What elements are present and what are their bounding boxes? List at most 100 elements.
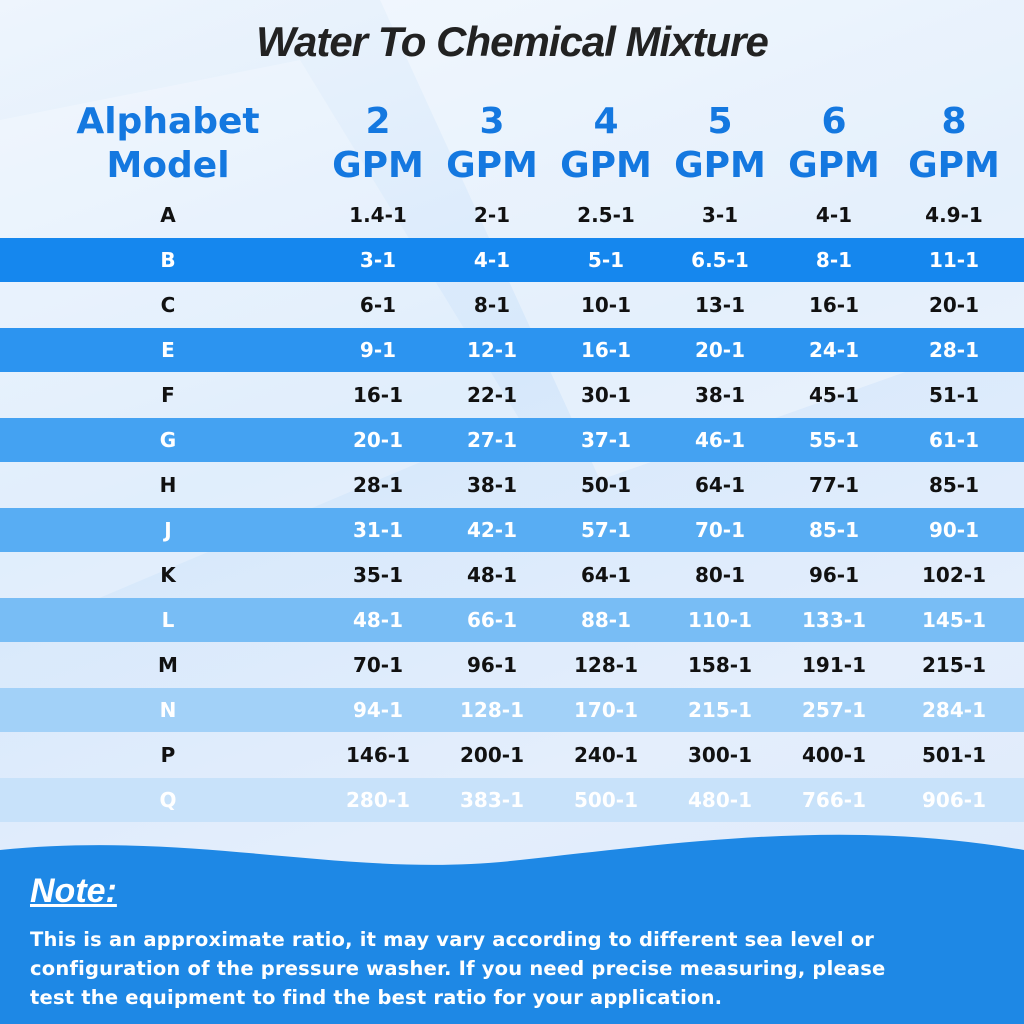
table-cell: 10-1	[580, 292, 632, 317]
row-label: P	[160, 742, 176, 767]
column-header: GPM	[332, 145, 424, 186]
table-cell: 16-1	[352, 382, 404, 407]
table-cell: 501-1	[922, 742, 986, 767]
table-cell: 110-1	[688, 607, 752, 632]
table-cell: 191-1	[802, 652, 866, 677]
table-cell: 16-1	[808, 292, 860, 317]
table-cell: 8-1	[473, 292, 511, 317]
table-cell: 70-1	[352, 652, 404, 677]
table-cell: 64-1	[694, 472, 746, 497]
row-label: E	[161, 337, 175, 362]
table-cell: 46-1	[694, 427, 746, 452]
note-text: This is an approximate ratio, it may var…	[30, 928, 875, 951]
note-title: Note:	[30, 872, 117, 910]
row-stripe	[0, 598, 1024, 642]
column-header: Model	[106, 145, 230, 186]
table-cell: 48-1	[466, 562, 518, 587]
note-text: configuration of the pressure washer. If…	[30, 957, 886, 980]
row-label: C	[160, 292, 176, 317]
table-cell: 37-1	[580, 427, 632, 452]
table-cell: 2.5-1	[577, 202, 635, 227]
table-cell: 240-1	[574, 742, 638, 767]
table-cell: 102-1	[922, 562, 986, 587]
row-stripe	[0, 418, 1024, 462]
table-cell: 30-1	[580, 382, 632, 407]
table-cell: 70-1	[694, 517, 746, 542]
table-cell: 300-1	[688, 742, 752, 767]
table-cell: 96-1	[466, 652, 518, 677]
table-cell: 35-1	[352, 562, 404, 587]
table-cell: 170-1	[574, 697, 638, 722]
row-label: B	[160, 247, 176, 272]
table-cell: 146-1	[346, 742, 410, 767]
table-cell: 766-1	[802, 787, 866, 812]
table-cell: 128-1	[460, 697, 524, 722]
table-cell: 24-1	[808, 337, 860, 362]
table-cell: 20-1	[928, 292, 980, 317]
title: Water To Chemical Mixture	[256, 18, 769, 65]
table-cell: 9-1	[359, 337, 397, 362]
table-cell: 16-1	[580, 337, 632, 362]
table-cell: 128-1	[574, 652, 638, 677]
table-cell: 906-1	[922, 787, 986, 812]
table-cell: 6.5-1	[691, 247, 749, 272]
table-cell: 50-1	[580, 472, 632, 497]
table-cell: 3-1	[701, 202, 739, 227]
table-cell: 215-1	[922, 652, 986, 677]
table-cell: 66-1	[466, 607, 518, 632]
table-cell: 500-1	[574, 787, 638, 812]
table-cell: 31-1	[352, 517, 404, 542]
row-label: G	[159, 427, 177, 452]
column-header: 8	[941, 101, 967, 142]
row-label: L	[161, 607, 175, 632]
table-cell: 55-1	[808, 427, 860, 452]
table-cell: 5-1	[587, 247, 625, 272]
table-cell: 48-1	[352, 607, 404, 632]
table-cell: 38-1	[466, 472, 518, 497]
column-header: 2	[365, 101, 391, 142]
table-cell: 27-1	[466, 427, 518, 452]
table-cell: 88-1	[580, 607, 632, 632]
table-cell: 11-1	[928, 247, 980, 272]
table-cell: 12-1	[466, 337, 518, 362]
table-cell: 2-1	[473, 202, 511, 227]
row-label: A	[160, 202, 176, 227]
column-header: GPM	[446, 145, 538, 186]
table-cell: 4-1	[473, 247, 511, 272]
table-cell: 94-1	[352, 697, 404, 722]
table-cell: 85-1	[928, 472, 980, 497]
table-cell: 45-1	[808, 382, 860, 407]
table-cell: 200-1	[460, 742, 524, 767]
table-cell: 57-1	[580, 517, 632, 542]
table-cell: 8-1	[815, 247, 853, 272]
table-cell: 90-1	[928, 517, 980, 542]
table-cell: 4-1	[815, 202, 853, 227]
table-cell: 38-1	[694, 382, 746, 407]
row-label: M	[158, 652, 178, 677]
table-cell: 4.9-1	[925, 202, 983, 227]
table-cell: 133-1	[802, 607, 866, 632]
row-label: H	[159, 472, 177, 497]
table-cell: 28-1	[928, 337, 980, 362]
table-cell: 22-1	[466, 382, 518, 407]
column-header: GPM	[560, 145, 652, 186]
row-label: K	[160, 562, 176, 587]
column-header: GPM	[908, 145, 1000, 186]
row-stripe	[0, 508, 1024, 552]
column-header: GPM	[788, 145, 880, 186]
table-cell: 480-1	[688, 787, 752, 812]
table-cell: 3-1	[359, 247, 397, 272]
table-cell: 61-1	[928, 427, 980, 452]
row-label: N	[159, 697, 177, 722]
table-cell: 284-1	[922, 697, 986, 722]
table-cell: 20-1	[694, 337, 746, 362]
table-cell: 1.4-1	[349, 202, 407, 227]
table-cell: 158-1	[688, 652, 752, 677]
column-header: GPM	[674, 145, 766, 186]
table-cell: 42-1	[466, 517, 518, 542]
table-cell: 20-1	[352, 427, 404, 452]
column-header: 6	[821, 101, 847, 142]
table-cell: 64-1	[580, 562, 632, 587]
row-stripe	[0, 688, 1024, 732]
